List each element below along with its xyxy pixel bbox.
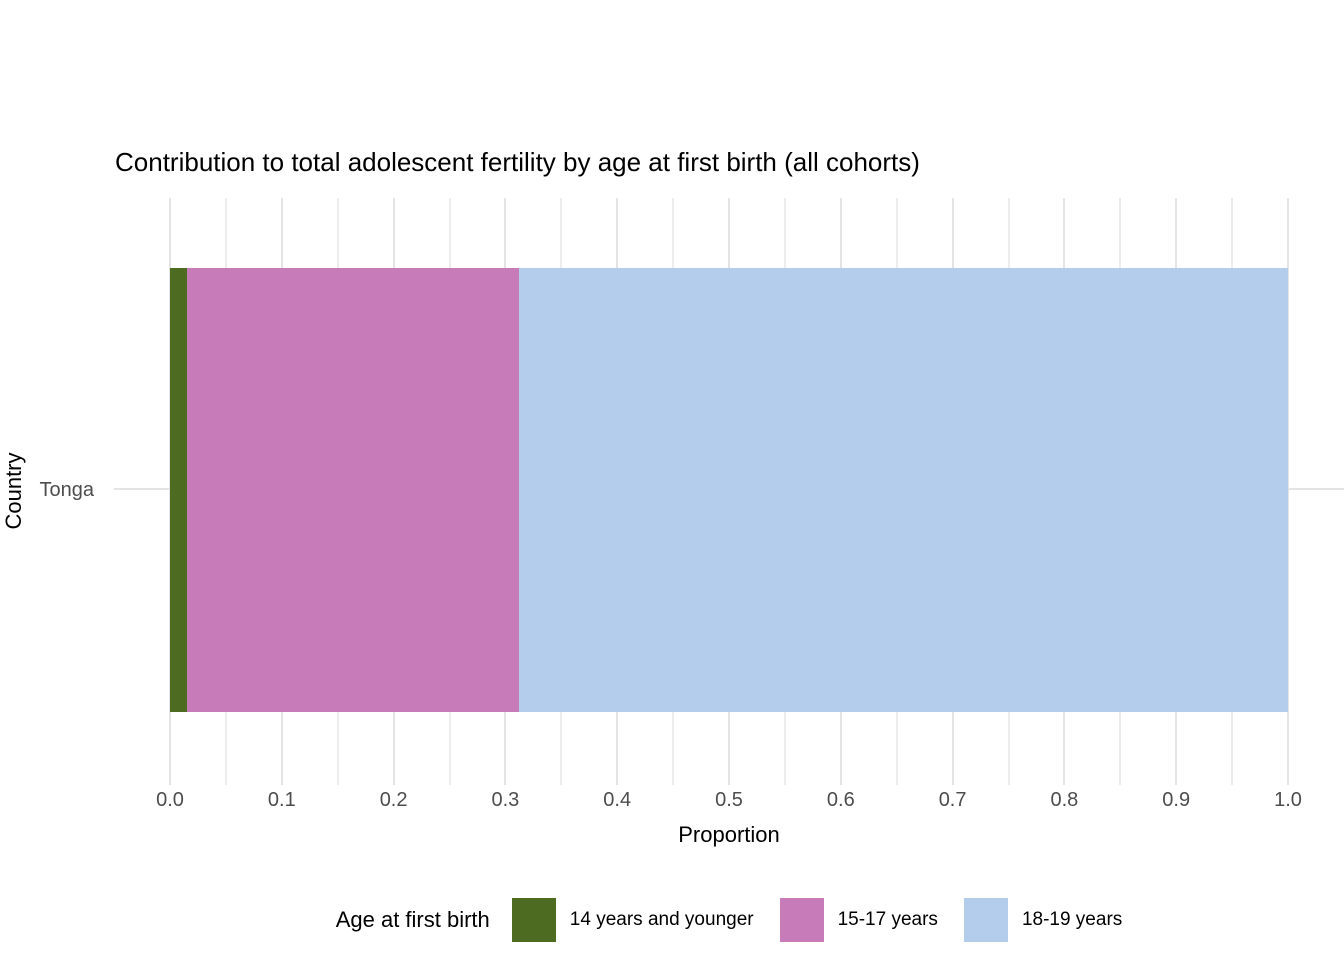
legend-item-label: 15-17 years <box>837 909 938 930</box>
legend-swatch-14-years-and-younger <box>511 898 556 942</box>
legend-item: 15-17 years <box>779 898 938 942</box>
x-tick-label: 0.0 <box>156 789 184 811</box>
x-tick-label: 0.1 <box>267 789 296 811</box>
legend: Age at first birth 14 years and younger 1… <box>114 898 1344 942</box>
legend-item-label: 14 years and younger <box>569 909 754 930</box>
x-tick-label: 0.2 <box>379 789 408 811</box>
x-gridline-major <box>1287 198 1289 785</box>
legend-item: 14 years and younger <box>511 898 754 942</box>
legend-item-label: 18-19 years <box>1021 909 1123 930</box>
x-tick-label: 0.4 <box>603 789 632 811</box>
bar-segment-14-years-and-younger <box>170 268 187 712</box>
y-tick-label-tonga: Tonga <box>39 479 95 501</box>
x-axis-tick-labels: 0.0 0.1 0.2 0.3 0.4 0.5 0.6 0.7 0.8 0.9 1.0 <box>114 789 1344 815</box>
legend-items: 14 years and younger 15-17 years 18-19 yea… <box>511 898 1123 942</box>
x-tick-label: 0.9 <box>1162 789 1191 811</box>
x-tick-label: 1.0 <box>1274 789 1302 811</box>
legend-item: 18-19 years <box>963 898 1123 942</box>
chart-title: Contribution to total adolescent fertili… <box>115 147 920 177</box>
x-tick-label: 0.3 <box>491 789 520 811</box>
plot-panel <box>114 198 1344 785</box>
legend-swatch-18-19-years <box>963 898 1008 942</box>
x-tick-label: 0.7 <box>938 789 967 811</box>
bar-segment-18-19-years <box>518 268 1288 712</box>
legend-title: Age at first birth <box>335 907 490 932</box>
x-axis-title: Proportion <box>678 822 780 847</box>
bar-segment-15-17-years <box>186 268 519 712</box>
legend-swatch-15-17-years <box>779 898 824 942</box>
x-tick-label: 0.5 <box>715 789 743 811</box>
x-tick-label: 0.8 <box>1050 789 1079 811</box>
x-tick-label: 0.6 <box>826 789 855 811</box>
